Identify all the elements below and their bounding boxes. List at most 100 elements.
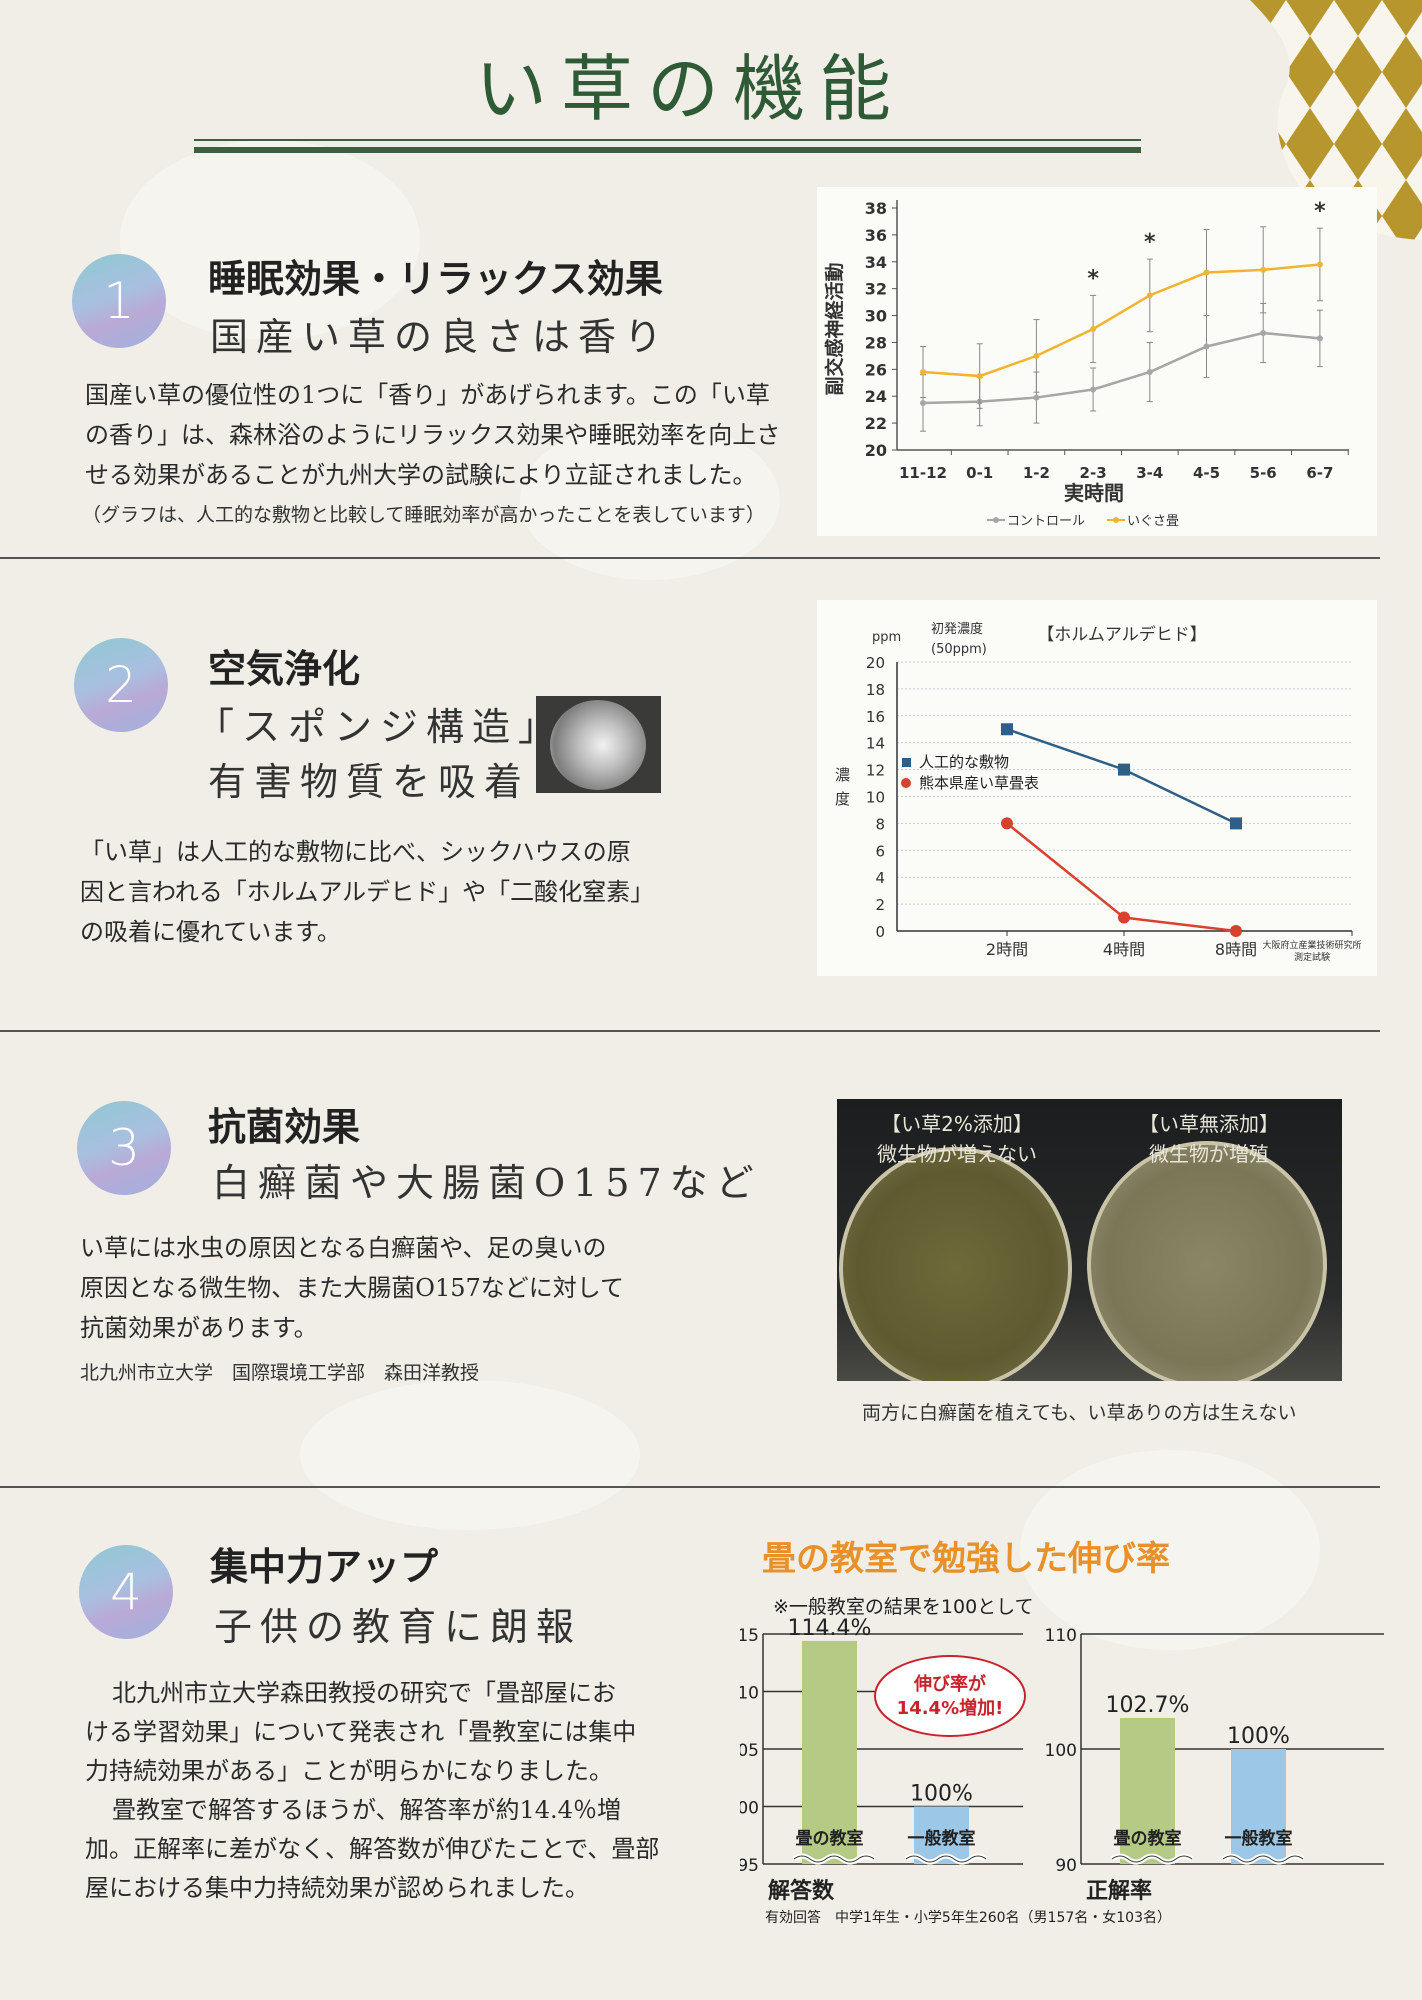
body-line: 力持続効果がある」ことが明らかになりました。	[85, 1757, 613, 1785]
y-tick-label: 105	[740, 1741, 759, 1761]
data-point	[1316, 335, 1323, 342]
title-rule-thick	[194, 147, 1141, 153]
section-subheading: 有害物質を吸着	[208, 760, 531, 804]
rush-cross-section	[550, 700, 646, 790]
dish-label-left: 【い草2%添加】 微生物が増えない	[847, 1109, 1067, 1169]
y-tick-label: 12	[866, 762, 885, 780]
initial-concentration-label: 初発濃度	[931, 621, 983, 637]
section-subheading: 子供の教育に朗報	[214, 1605, 583, 1649]
section-body: 北九州市立大学森田教授の研究で「畳部屋にお ける学習効果」について発表され「畳教…	[85, 1674, 659, 1908]
section-body: い草には水虫の原因となる白癬菌や、足の臭いの 原因となる微生物、また大腸菌O15…	[80, 1228, 624, 1348]
petri-dish-with-rush	[839, 1147, 1072, 1381]
legend-label: コントロール	[1007, 514, 1085, 529]
axis-break-line	[905, 1855, 987, 1863]
x-tick-label: 2時間	[986, 940, 1028, 959]
background-leaf	[300, 1380, 640, 1530]
y-axis-label-2: 度	[835, 790, 850, 808]
dish-label-result: 微生物が増えない	[877, 1142, 1037, 1166]
y-tick-label: 24	[865, 387, 887, 406]
title-rule-thin	[194, 139, 1141, 141]
background-leaf	[520, 420, 780, 580]
y-tick-label: 110	[740, 1684, 759, 1704]
data-point	[1146, 369, 1153, 376]
body-line: ける学習効果」について発表され「畳教室には集中	[85, 1718, 637, 1746]
x-tick-label: 11-12	[899, 464, 947, 482]
bar-category-label: 一般教室	[1225, 1828, 1293, 1849]
parasympathetic-line-chart: 20 22 24 26 28 30 32 34 36 38 11-12 0-1 1-2 2-3 3-4 4-5…	[823, 199, 1349, 529]
x-tick-label: 0-1	[966, 464, 993, 482]
y-tick-label: 4	[875, 869, 885, 887]
chart-title: 【ホルムアルデヒド】	[1037, 624, 1207, 645]
y-tick-label: 18	[866, 681, 885, 699]
y-tick-label: 20	[866, 654, 885, 672]
body-line: せる効果があることが九州大学の試験により立証されました。	[85, 461, 757, 489]
y-tick-label: 20	[865, 441, 887, 460]
data-point	[1316, 261, 1323, 268]
formaldehyde-line-chart: 0 2 4 6 8 10 12 14 16 18 20 2時間 4時間 8時間 【ホルムアルデヒド】 ppm 初…	[835, 621, 1362, 963]
y-tick-label: 95	[740, 1856, 759, 1876]
source-note: 大阪府立産業技術研究所	[1262, 939, 1361, 951]
petri-dish-without-rush	[1087, 1141, 1327, 1381]
body-line: 北九州市立大学森田教授の研究で「畳部屋にお	[112, 1679, 616, 1707]
x-tick-label: 8時間	[1215, 940, 1257, 959]
section-number-badge: 2	[74, 638, 168, 732]
legend-label: いぐさ畳	[1127, 514, 1179, 529]
series-line-0	[922, 331, 1321, 405]
series-line-0	[1006, 728, 1237, 825]
petri-dish-photo: 【い草2%添加】 微生物が増えない 【い草無添加】 微生物が増殖	[837, 1099, 1342, 1381]
bar-value-label: 102.7%	[1106, 1693, 1190, 1718]
series-line-1	[922, 263, 1321, 378]
background-leaf	[1020, 1450, 1320, 1650]
legend-marker	[902, 758, 911, 767]
source-note: 測定試験	[1294, 951, 1330, 963]
y-tick-label: 100	[1045, 1741, 1077, 1761]
significance-marker: *	[1314, 199, 1326, 224]
legend-label: 熊本県産い草畳表	[919, 774, 1039, 792]
data-point	[1203, 343, 1210, 350]
study-bar-charts: 畳の教室で勉強した伸び率 ※一般教室の結果を100として 95 100 105 110 11…	[740, 1539, 1384, 1926]
x-axis-label: 正解率	[1086, 1878, 1152, 1904]
body-line: い草には水虫の原因となる白癬菌や、足の臭いの	[80, 1234, 607, 1262]
y-tick-label: 28	[865, 333, 887, 352]
x-axis-label: 解答数	[768, 1878, 835, 1904]
data-point	[920, 399, 926, 406]
significance-marker: *	[1087, 266, 1099, 291]
y-tick-label: 10	[866, 789, 885, 807]
bar-一般教室	[1231, 1749, 1286, 1864]
y-tick-label: 115	[740, 1626, 759, 1646]
data-point-square	[1118, 763, 1130, 776]
dish-label-right: 【い草無添加】 微生物が増殖	[1099, 1109, 1319, 1169]
y-tick-label: 22	[865, 414, 887, 433]
y-tick-label: 2	[875, 896, 885, 914]
axis-break-line	[1111, 1855, 1193, 1863]
x-tick-label: 1-2	[1023, 464, 1050, 482]
x-tick-label: 5-6	[1250, 464, 1277, 482]
section-number-badge: 1	[72, 254, 166, 348]
section-heading: 空気浄化	[208, 647, 361, 691]
legend-marker	[993, 517, 999, 523]
axis-break-line	[793, 1855, 875, 1863]
bar-value-label: 100%	[910, 1782, 973, 1807]
data-point	[1146, 292, 1153, 299]
page-title: い草の機能	[474, 47, 905, 131]
y-axis-label: 副交感神経活動	[823, 262, 846, 395]
body-line: 国産い草の優位性の1つに「香り」があげられます。この「い草	[85, 381, 770, 409]
section-heading: 睡眠効果・リラックス効果	[208, 257, 663, 301]
data-point	[1203, 269, 1210, 276]
section-number-badge: 3	[77, 1101, 171, 1195]
callout-text: 伸び率が	[913, 1673, 986, 1695]
data-point-square	[1230, 817, 1242, 830]
body-line: 原因となる微生物、また大腸菌O157などに対して	[80, 1274, 625, 1302]
section-heading: 抗菌効果	[208, 1105, 361, 1149]
data-point	[1260, 266, 1267, 273]
unit-label: ppm	[872, 630, 901, 645]
dish-label-title: 【い草無添加】	[1139, 1112, 1279, 1136]
callout-oval	[874, 1655, 1026, 1737]
legend-label: 人工的な敷物	[919, 753, 1009, 771]
section-heading: 集中力アップ	[210, 1545, 439, 1589]
data-point	[1260, 330, 1267, 337]
background-leaf	[120, 140, 420, 340]
bar-畳の教室	[802, 1640, 857, 1864]
bar-畳の教室	[1120, 1717, 1175, 1864]
significance-marker: *	[1144, 230, 1156, 255]
